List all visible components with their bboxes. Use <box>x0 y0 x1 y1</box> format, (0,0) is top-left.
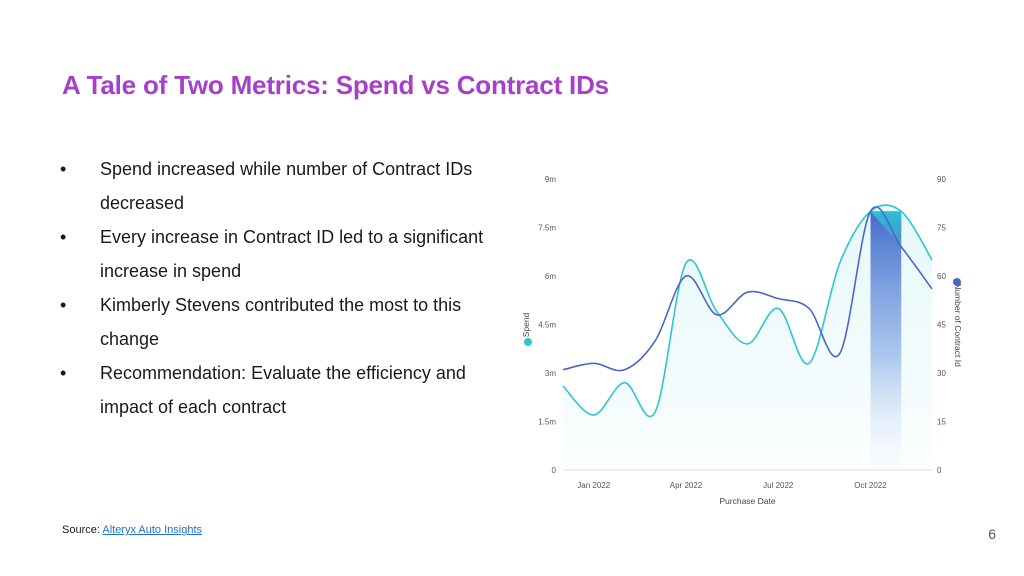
contract-id-point <box>716 314 718 316</box>
spend-point <box>716 311 718 313</box>
spend-point <box>593 414 595 416</box>
y2-tick-label: 0 <box>937 466 942 475</box>
spend-point <box>808 362 810 364</box>
x-axis-title: Purchase Date <box>719 496 775 506</box>
y2-tick-label: 45 <box>937 321 946 330</box>
bullet-marker: • <box>60 295 67 315</box>
spend-point <box>624 382 626 384</box>
y-tick-label: 9m <box>545 175 556 184</box>
bullet-marker: • <box>60 363 67 383</box>
x-tick-label: Jan 2022 <box>577 481 610 490</box>
spend-contract-chart: 0 1.5m 3m 4.5m 6m 7.5m 9m 0 15 30 45 60 75 90 Jan 2022… <box>515 165 980 515</box>
spend-point <box>900 210 902 212</box>
spend-point <box>839 262 841 264</box>
y2-tick-label: 15 <box>937 418 946 427</box>
source-label: Source: <box>62 524 103 536</box>
highlight-band <box>870 211 902 471</box>
contract-id-point <box>931 288 933 290</box>
contract-id-point <box>777 298 779 300</box>
contract-id-point <box>685 275 687 277</box>
contract-id-point <box>624 369 626 371</box>
contract-legend-dot <box>953 278 961 286</box>
spend-line <box>562 204 933 418</box>
bullet-item: • Spend increased while number of Contrac… <box>60 152 510 220</box>
x-tick-label: Jul 2022 <box>763 481 794 490</box>
bullet-text: Kimberly Stevens contributed the most to… <box>100 295 462 349</box>
page-number: 6 <box>988 526 996 542</box>
spend-area <box>563 205 932 470</box>
bullet-item: • Recommendation: Evaluate the efficiency… <box>60 356 510 424</box>
bullet-text: Recommendation: Evaluate the efficiency … <box>100 363 466 417</box>
x-tick-label: Oct 2022 <box>854 481 887 490</box>
y2-axis-title: Number of Contract Id <box>953 283 963 367</box>
source-link[interactable]: Alteryx Auto Insights <box>102 524 203 536</box>
contract-id-point <box>839 353 841 355</box>
contract-id-point <box>593 362 595 364</box>
y2-tick-label: 90 <box>937 175 946 184</box>
bullet-item: • Kimberly Stevens contributed the most t… <box>60 288 510 356</box>
bullet-marker: • <box>60 227 67 247</box>
slide-title: A Tale of Two Metrics: Spend vs Contract… <box>62 70 609 100</box>
y-tick-label: 3m <box>545 369 556 378</box>
source-note: Source: Alteryx Auto Insights <box>62 524 202 536</box>
bullet-text: Spend increased while number of Contract… <box>100 159 473 213</box>
chart-canvas: 0 1.5m 3m 4.5m 6m 7.5m 9m 0 15 30 45 60 75 90 Jan 2022… <box>521 175 963 506</box>
spend-point <box>777 307 779 309</box>
x-tick-label: Apr 2022 <box>670 481 703 490</box>
y-tick-label: 6m <box>545 272 556 281</box>
contract-id-point <box>747 291 749 293</box>
bullet-list: • Spend increased while number of Contrac… <box>60 152 510 424</box>
bullet-marker: • <box>60 159 67 179</box>
bullet-item: • Every increase in Contract ID led to a … <box>60 220 510 288</box>
spend-point <box>931 259 933 261</box>
contract-id-point <box>900 246 902 248</box>
contract-id-point <box>870 210 872 212</box>
y-tick-label: 0 <box>552 466 557 475</box>
spend-point <box>685 262 687 264</box>
contract-id-point <box>654 340 656 342</box>
y-tick-label: 7.5m <box>538 224 556 233</box>
spend-point <box>747 343 749 345</box>
contract-id-point <box>808 307 810 309</box>
y2-tick-label: 30 <box>937 369 946 378</box>
spend-legend-dot <box>524 338 532 346</box>
y-tick-label: 4.5m <box>538 321 556 330</box>
contract-id-point <box>562 369 564 371</box>
contract-id-line <box>562 206 933 372</box>
y-tick-label: 1.5m <box>538 418 556 427</box>
spend-point <box>562 385 564 387</box>
y2-tick-label: 75 <box>937 224 946 233</box>
y-axis-title: Spend <box>521 312 531 337</box>
spend-point <box>654 411 656 413</box>
y2-tick-label: 60 <box>937 272 946 281</box>
bullet-text: Every increase in Contract ID led to a s… <box>100 227 484 281</box>
